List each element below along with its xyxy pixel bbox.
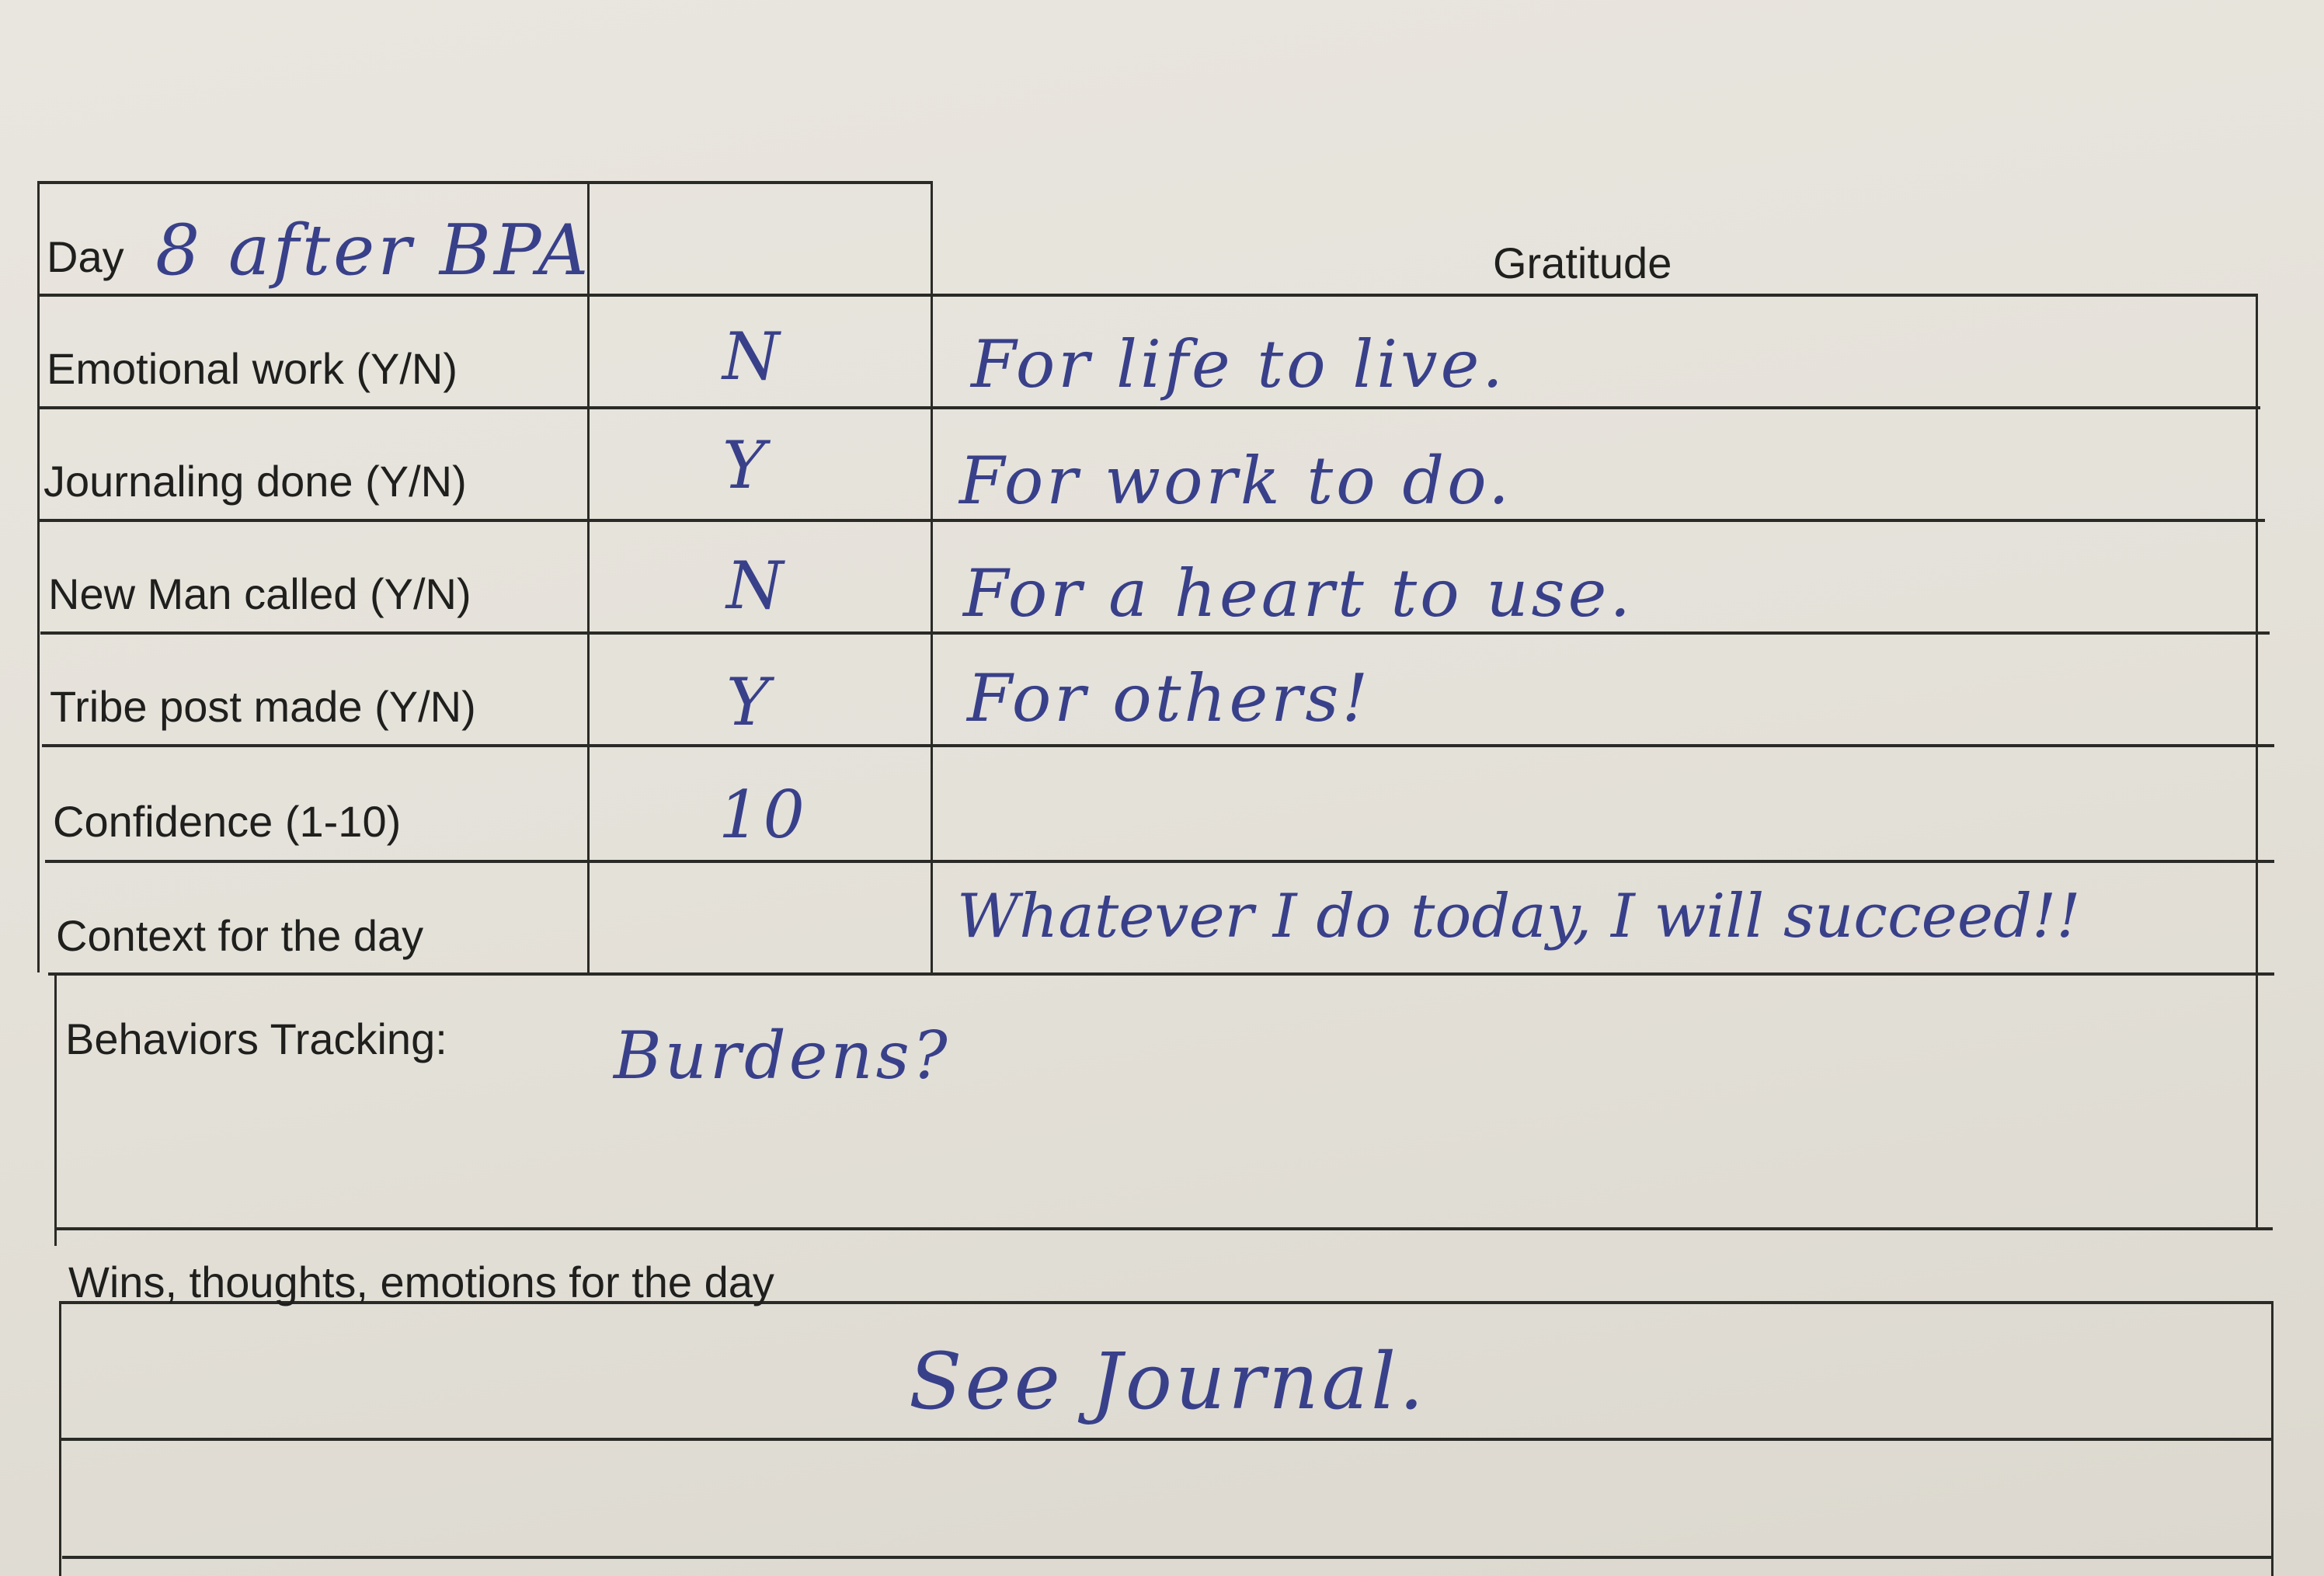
gratitude-entry: For others! <box>967 660 1372 736</box>
table-rule <box>42 744 2274 747</box>
table-rule <box>61 1438 2273 1441</box>
table-rule <box>59 1301 61 1576</box>
row-label: Confidence (1-10) <box>53 797 402 846</box>
table-rule <box>37 181 40 972</box>
gratitude-entry: For a heart to use. <box>963 555 1634 631</box>
row-value: Y <box>722 427 769 503</box>
row-label: Tribe post made (Y/N) <box>50 682 476 731</box>
table-rule <box>37 406 2260 409</box>
table-rule <box>54 972 57 1246</box>
behaviors-entry: Burdens? <box>614 1018 951 1094</box>
row-value: N <box>722 318 783 395</box>
table-rule <box>62 1556 2273 1559</box>
behaviors-label: Behaviors Tracking: <box>65 1014 447 1063</box>
table-rule <box>587 181 590 972</box>
table-rule <box>931 181 933 972</box>
wins-entry: See Journal. <box>909 1336 1427 1427</box>
table-rule <box>2256 294 2258 1227</box>
table-rule <box>2271 1301 2274 1576</box>
row-label: New Man called (Y/N) <box>48 569 471 618</box>
table-rule <box>40 631 2270 635</box>
day-label: Day <box>47 232 124 281</box>
wins-label: Wins, thoughts, emotions for the day <box>68 1258 774 1306</box>
table-rule <box>48 972 2274 976</box>
row-value: N <box>726 548 787 624</box>
day-value: 8 after BPA <box>155 210 592 291</box>
row-label: Emotional work (Y/N) <box>47 344 458 393</box>
table-rule <box>45 860 2274 863</box>
gratitude-header: Gratitude <box>1493 238 1672 287</box>
row-label: Journaling done (Y/N) <box>43 457 467 506</box>
table-rule <box>54 1227 2273 1230</box>
row-value: Y <box>726 664 773 740</box>
row-label: Context for the day <box>56 911 424 960</box>
table-rule <box>59 1301 2273 1304</box>
table-rule <box>37 294 2256 297</box>
row-value: 10 <box>718 777 808 853</box>
table-rule <box>39 519 2265 522</box>
table-rule <box>37 181 931 184</box>
context-entry: Whatever I do today, I will succeed!! <box>957 882 2081 952</box>
gratitude-entry: For work to do. <box>959 443 1512 519</box>
gratitude-entry: For life to live. <box>971 326 1506 402</box>
